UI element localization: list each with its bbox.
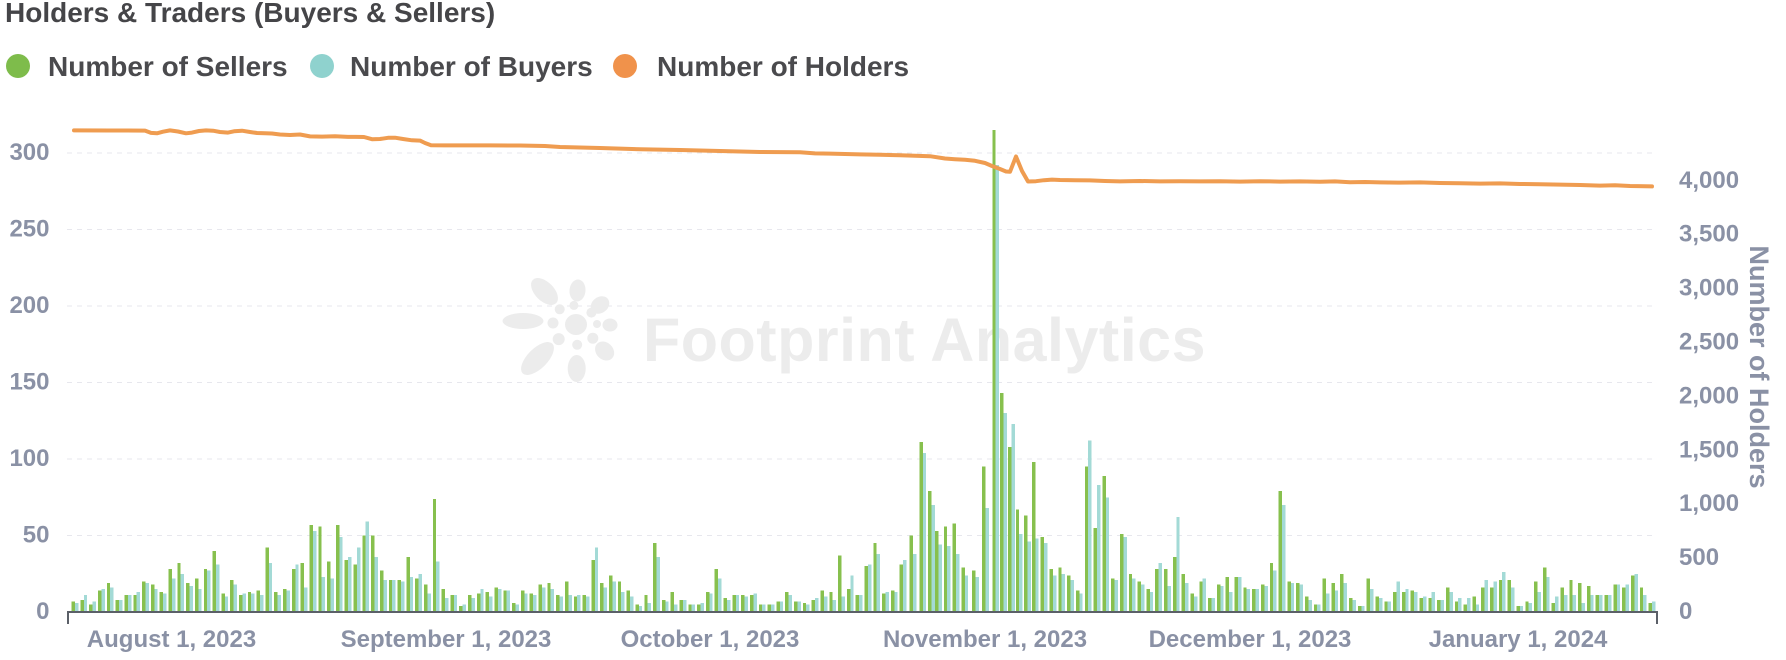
svg-text:500: 500: [1679, 544, 1719, 571]
svg-text:2,000: 2,000: [1679, 382, 1739, 409]
svg-text:October 1, 2023: October 1, 2023: [621, 626, 800, 653]
svg-text:200: 200: [9, 292, 49, 319]
svg-text:100: 100: [9, 445, 49, 472]
svg-text:250: 250: [9, 216, 49, 243]
svg-text:0: 0: [36, 598, 49, 625]
svg-text:August 1, 2023: August 1, 2023: [87, 626, 256, 653]
svg-text:Footprint Analytics: Footprint Analytics: [643, 306, 1206, 374]
svg-text:2,500: 2,500: [1679, 329, 1739, 356]
svg-text:September 1, 2023: September 1, 2023: [341, 626, 552, 653]
svg-text:4,000: 4,000: [1679, 167, 1739, 194]
svg-text:1,500: 1,500: [1679, 436, 1739, 463]
svg-text:January 1, 2024: January 1, 2024: [1429, 626, 1608, 653]
svg-text:3,000: 3,000: [1679, 275, 1739, 302]
svg-text:150: 150: [9, 369, 49, 396]
svg-text:3,500: 3,500: [1679, 221, 1739, 248]
svg-text:300: 300: [9, 139, 49, 166]
svg-text:December 1, 2023: December 1, 2023: [1149, 626, 1352, 653]
svg-text:1,000: 1,000: [1679, 490, 1739, 517]
svg-text:0: 0: [1679, 598, 1692, 625]
svg-text:November 1, 2023: November 1, 2023: [883, 626, 1087, 653]
svg-text:Number of Holders: Number of Holders: [1744, 245, 1774, 488]
svg-text:50: 50: [23, 522, 50, 549]
